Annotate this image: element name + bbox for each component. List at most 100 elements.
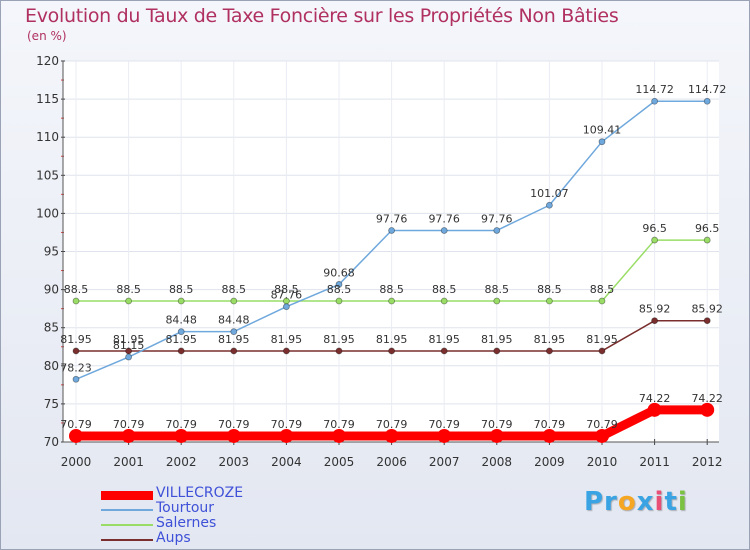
y-tick-label: 120 [36,54,59,68]
data-label: 114.72 [635,83,674,96]
data-point [335,281,343,288]
data-label: 70.79 [481,418,513,431]
data-point [125,297,132,305]
data-label: 81.95 [271,333,303,346]
data-label: 88.5 [64,283,89,296]
logo-letter: Pr [584,487,618,517]
data-label: 70.79 [323,418,355,431]
data-label: 88.5 [327,283,352,296]
data-point [546,297,553,305]
data-point [226,428,241,443]
data-point [647,402,662,417]
data-label: 81.95 [60,333,92,346]
data-label: 78.23 [60,361,92,374]
data-point [440,227,448,234]
data-label: 109.41 [583,124,622,137]
data-label: 81.95 [481,333,513,346]
y-tick-label: 100 [36,206,59,220]
data-label: 97.76 [481,212,513,225]
x-tick-label: 2009 [534,455,565,469]
data-label: 81.95 [534,333,566,346]
proxiti-logo: Proxiti [584,487,688,517]
x-tick-label: 2008 [482,455,513,469]
data-label: 88.5 [537,283,562,296]
data-point [335,297,343,305]
data-point [72,297,80,305]
data-point [388,297,396,305]
x-tick-label: 2003 [219,455,250,469]
data-label: 101.07 [530,187,569,200]
data-point [230,347,238,355]
data-label: 88.5 [485,283,510,296]
data-point [651,97,658,105]
data-point [69,428,83,443]
y-tick-label: 85 [44,321,59,335]
x-tick-label: 2011 [639,455,670,469]
data-label: 81.95 [113,333,145,346]
data-label: 84.48 [218,314,250,327]
data-label: 70.79 [165,418,197,431]
data-label: 70.79 [534,418,566,431]
data-point [703,97,711,105]
data-point [177,328,185,336]
legend-swatch [101,539,153,541]
legend-swatch [101,509,153,511]
y-tick-label: 70 [44,435,59,449]
data-label: 96.5 [695,222,720,235]
data-point [703,236,711,244]
data-label: 88.5 [169,283,194,296]
data-label: 70.79 [428,418,460,431]
x-tick-label: 2001 [113,455,144,469]
data-point [121,428,136,443]
data-point [388,227,396,234]
data-point [595,428,609,443]
data-point [230,297,238,305]
data-label: 81.95 [323,333,355,346]
data-point [282,303,290,311]
data-label: 70.79 [376,418,408,431]
data-label: 114.72 [688,83,727,96]
data-label: 84.48 [165,314,197,327]
data-point [489,428,504,443]
logo-letter: x [636,487,655,517]
x-tick-label: 2007 [429,455,460,469]
y-tick-label: 95 [44,245,59,259]
data-point [177,297,185,305]
chart-ylabel: (en %) [27,29,67,43]
data-label: 70.79 [586,418,618,431]
logo-letter: i [677,487,688,517]
data-label: 90.68 [323,266,355,279]
data-point [384,428,399,443]
data-label: 70.79 [218,418,250,431]
x-tick-label: 2002 [166,455,197,469]
legend-label: Salernes [156,515,217,531]
data-label: 97.76 [428,212,460,225]
data-label: 88.5 [379,283,404,296]
data-point [437,428,452,443]
x-tick-label: 2005 [324,455,355,469]
data-point [493,347,501,355]
data-point [282,347,290,355]
y-tick-label: 80 [44,359,59,373]
data-point [598,347,606,355]
data-label: 81.95 [428,333,460,346]
data-point [72,375,80,383]
data-label: 88.5 [222,283,247,296]
logo-letter: t [664,487,678,517]
legend-swatch [101,524,153,526]
data-point [125,347,132,355]
x-tick-label: 2000 [61,455,92,469]
data-label: 74.22 [691,392,723,405]
data-point [493,297,501,305]
y-tick-label: 90 [44,283,59,297]
data-point [651,317,658,325]
x-tick-label: 2010 [587,455,618,469]
data-label: 85.92 [691,303,723,316]
data-point [546,347,553,355]
y-tick-label: 115 [36,92,59,106]
data-point [72,347,80,355]
data-label: 70.79 [60,418,92,431]
data-label: 81.95 [218,333,250,346]
data-point [493,227,501,234]
logo-letter: i [654,487,665,517]
